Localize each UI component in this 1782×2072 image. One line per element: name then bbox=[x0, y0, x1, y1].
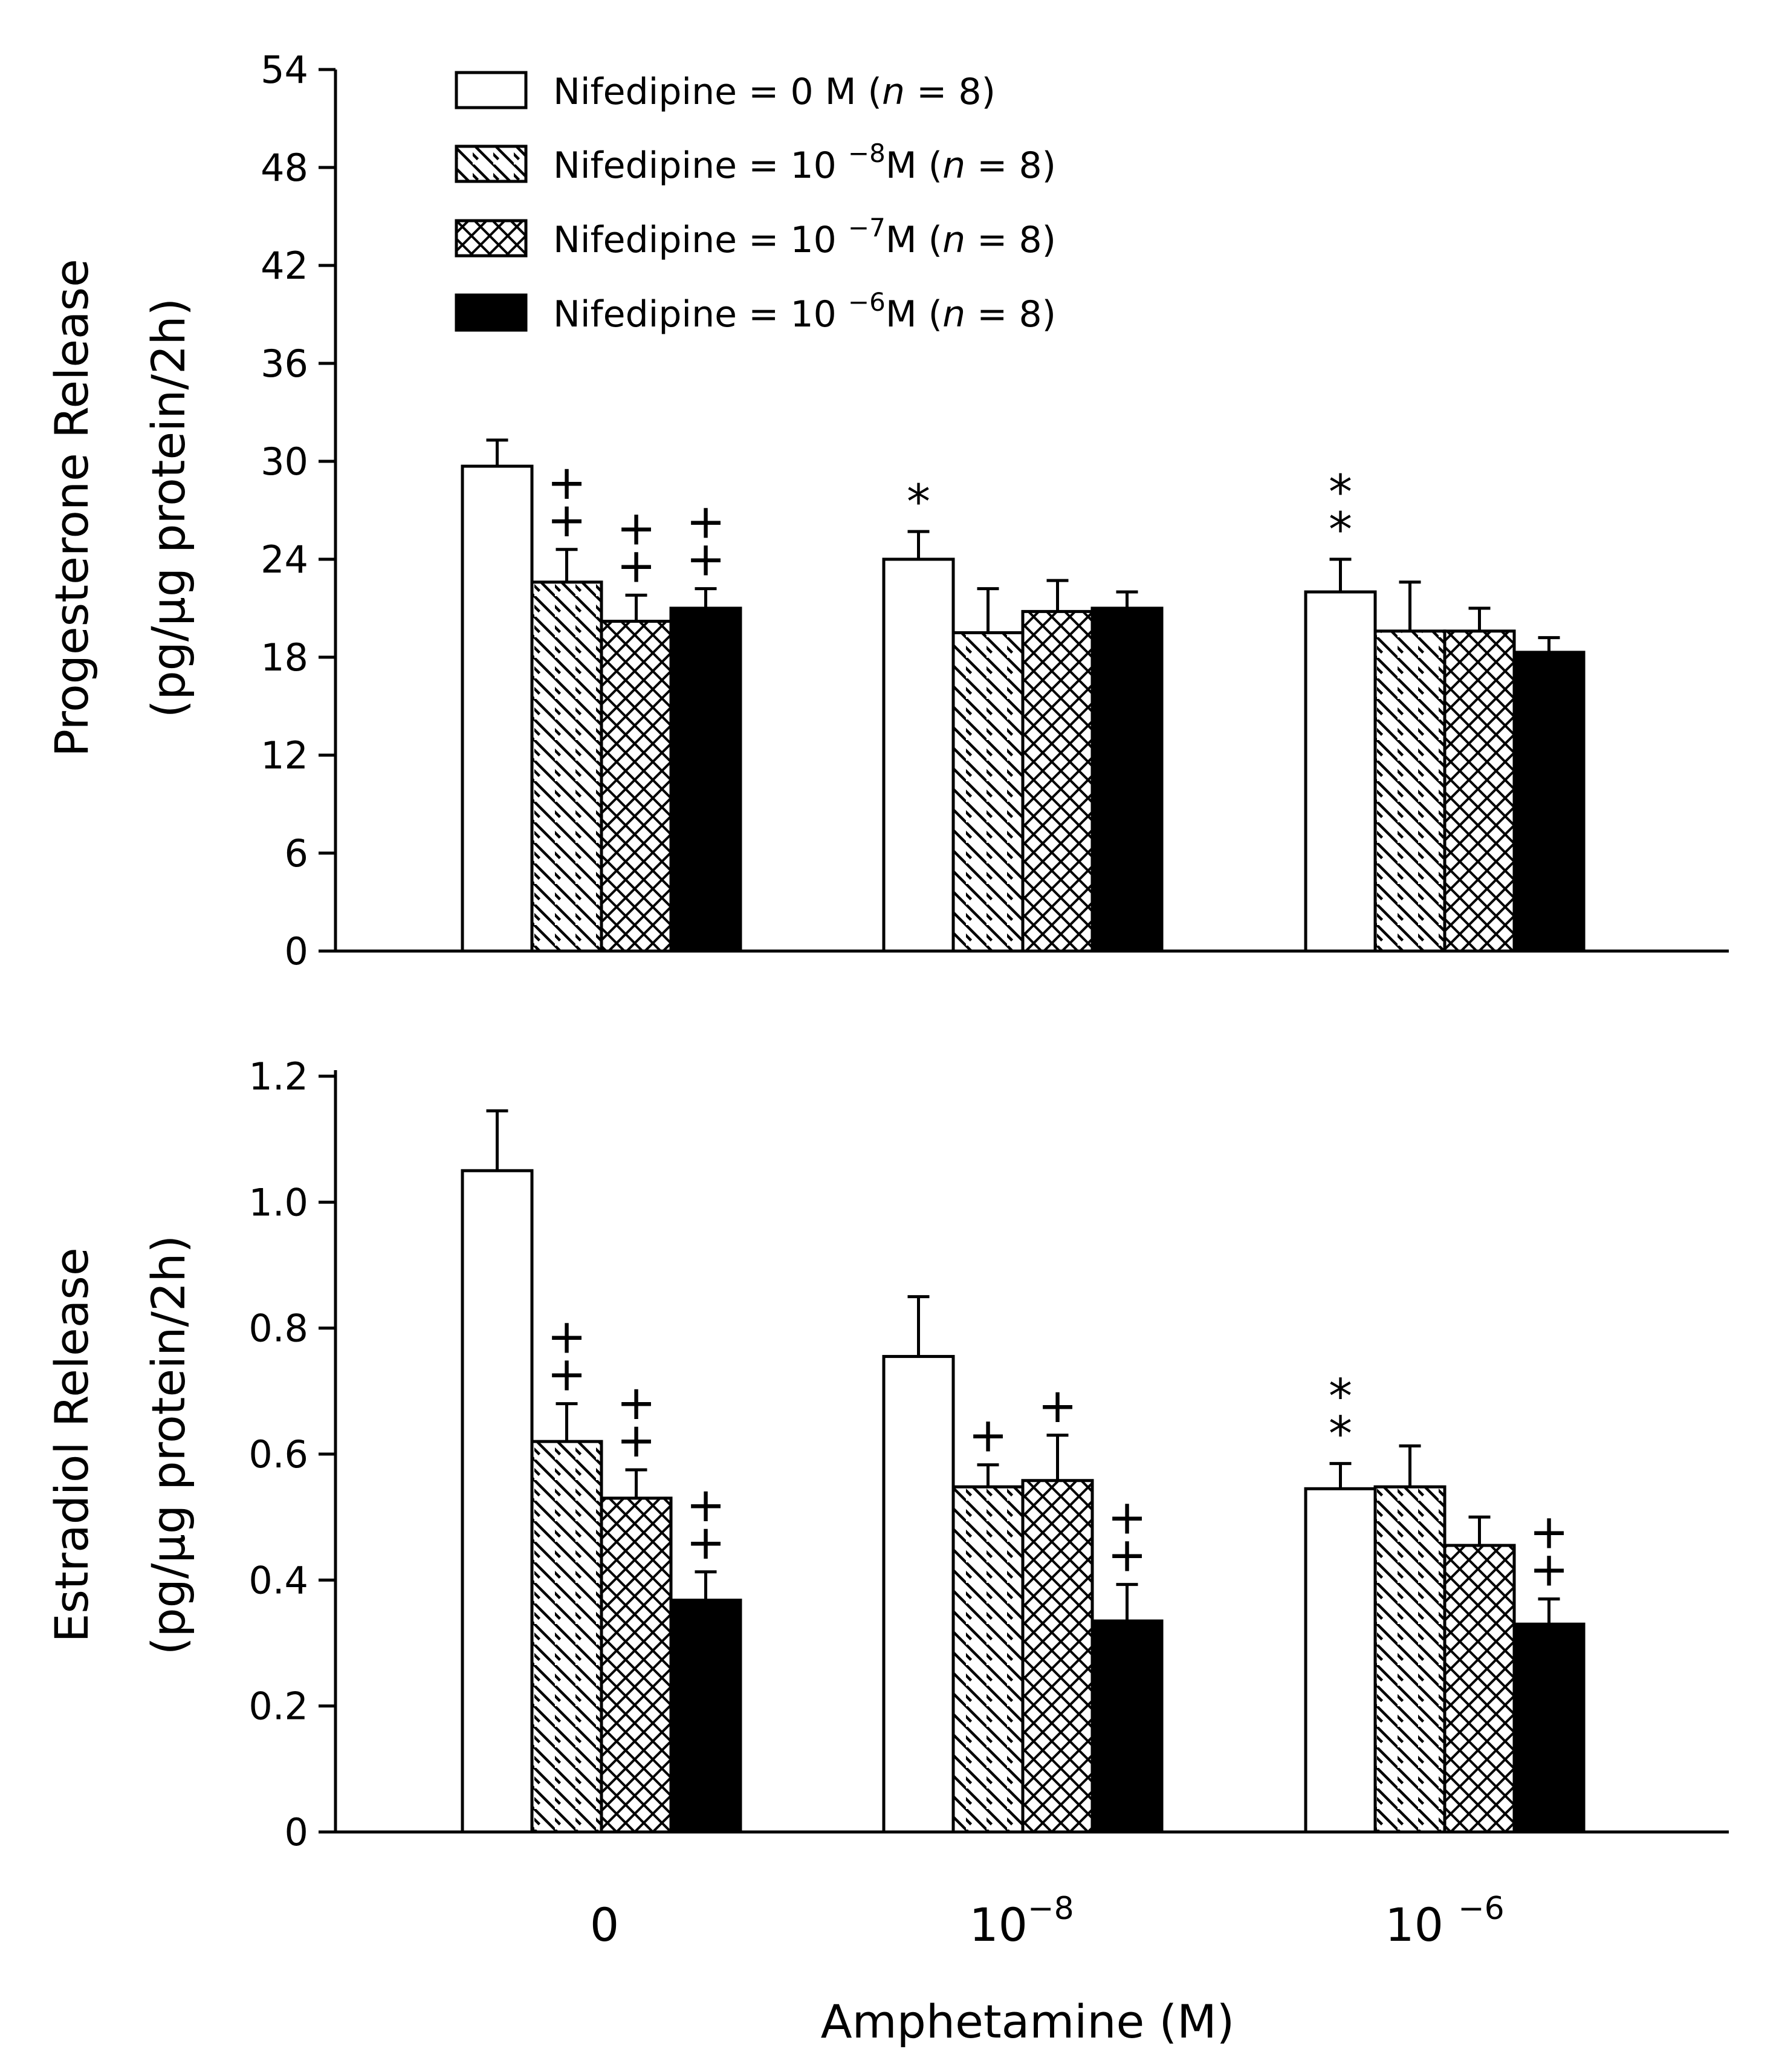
significance-plus: + bbox=[617, 539, 656, 593]
bar bbox=[951, 1485, 1025, 1834]
y-tick-label: 18 bbox=[261, 635, 308, 680]
bar bbox=[669, 1599, 742, 1834]
significance-plus: + bbox=[1107, 1491, 1147, 1545]
x-axis-category-labels: 0 10−8 10 −6 bbox=[590, 1891, 1505, 1952]
x-tick-label: 10 −6 bbox=[1385, 1891, 1505, 1952]
significance-plus: + bbox=[686, 533, 725, 587]
significance-asterisk: * bbox=[1329, 466, 1352, 520]
significance-plus: + bbox=[1107, 1528, 1147, 1583]
significance-plus: + bbox=[1038, 1379, 1077, 1434]
bar bbox=[1443, 629, 1516, 953]
bar bbox=[600, 1496, 673, 1834]
progesterone-panel: 0 6 12 18 24 30 36 42 48 54 Progesterone Release (p… bbox=[45, 48, 1729, 973]
y-tick-label: 1.0 bbox=[248, 1180, 308, 1224]
estradiol-panel: 0 0.2 0.4 0.6 0.8 1.0 1.2 Estradiol Release (pg/… bbox=[45, 1054, 1729, 1854]
bar bbox=[1090, 1619, 1164, 1834]
bar bbox=[1443, 1544, 1516, 1834]
y-axis-subtitle: (pg/μg protein/2h) bbox=[141, 298, 195, 718]
bar bbox=[530, 580, 603, 953]
y-tick-label: 0.4 bbox=[248, 1558, 308, 1602]
y-tick-label: 0 bbox=[285, 929, 308, 973]
bar bbox=[1021, 609, 1094, 953]
y-tick-label: 1.2 bbox=[248, 1054, 308, 1099]
significance-plus: + bbox=[617, 1414, 656, 1468]
significance-plus: + bbox=[547, 1348, 586, 1402]
y-tick-label: 0 bbox=[285, 1810, 308, 1854]
bar bbox=[1304, 1487, 1377, 1834]
significance-plus: + bbox=[617, 1376, 656, 1431]
significance-asterisk: * bbox=[1329, 503, 1352, 557]
bar bbox=[882, 557, 955, 953]
legend-swatch bbox=[455, 293, 528, 332]
y-tick-label: 30 bbox=[261, 440, 308, 484]
significance-plus: + bbox=[686, 495, 725, 550]
y-tick-label: 12 bbox=[261, 733, 308, 778]
significance-plus: + bbox=[1529, 1543, 1569, 1597]
bar bbox=[882, 1355, 955, 1834]
y-tick-label: 6 bbox=[285, 831, 308, 875]
y-axis-title: Estradiol Release bbox=[45, 1247, 99, 1642]
significance-plus: + bbox=[968, 1409, 1008, 1463]
y-tick-label: 36 bbox=[261, 342, 308, 386]
y-tick-label: 42 bbox=[261, 244, 308, 288]
bar bbox=[1090, 606, 1164, 953]
legend: Nifedipine = 0 M (n = 8) Nifedipine = 10 … bbox=[455, 71, 1056, 336]
bar bbox=[951, 631, 1025, 953]
bar bbox=[1304, 590, 1377, 953]
x-axis-title: Amphetamine (M) bbox=[821, 1995, 1235, 2048]
y-tick-label: 54 bbox=[261, 48, 308, 92]
significance-plus: + bbox=[686, 1516, 725, 1570]
bar bbox=[669, 606, 742, 953]
bar bbox=[461, 464, 534, 953]
significance-plus: + bbox=[1529, 1505, 1569, 1560]
bar bbox=[461, 1169, 534, 1834]
legend-swatch bbox=[455, 71, 528, 109]
legend-label: Nifedipine = 10 −7M (n = 8) bbox=[553, 213, 1056, 261]
y-tick-label: 0.8 bbox=[248, 1307, 308, 1351]
y-tick-label: 0.2 bbox=[248, 1684, 308, 1729]
legend-swatch bbox=[455, 219, 528, 258]
bar bbox=[1021, 1479, 1094, 1834]
y-tick-label: 48 bbox=[261, 146, 308, 190]
significance-plus: + bbox=[547, 493, 586, 548]
significance-asterisk: * bbox=[1329, 1408, 1352, 1462]
legend-swatch bbox=[455, 145, 528, 183]
bar bbox=[1373, 629, 1447, 953]
bar bbox=[530, 1440, 603, 1834]
significance-plus: + bbox=[547, 456, 586, 510]
bar bbox=[1512, 1622, 1586, 1834]
significance-asterisk: * bbox=[1329, 1370, 1352, 1424]
significance-asterisk: * bbox=[907, 475, 930, 530]
legend-label: Nifedipine = 10 −6M (n = 8) bbox=[553, 287, 1056, 336]
y-axis-title: Progesterone Release bbox=[45, 259, 99, 757]
x-tick-label: 10−8 bbox=[969, 1891, 1074, 1952]
y-tick-label: 0.6 bbox=[248, 1432, 308, 1476]
significance-plus: + bbox=[617, 501, 656, 556]
y-axis-subtitle: (pg/μg protein/2h) bbox=[141, 1235, 195, 1655]
y-tick-label: 24 bbox=[261, 537, 308, 582]
x-tick-label: 0 bbox=[590, 1898, 619, 1952]
bar bbox=[1512, 651, 1586, 953]
bar bbox=[600, 620, 673, 953]
legend-label: Nifedipine = 0 M (n = 8) bbox=[553, 71, 996, 113]
bar bbox=[1373, 1485, 1447, 1834]
significance-plus: + bbox=[686, 1478, 725, 1533]
legend-label: Nifedipine = 10 −8M (n = 8) bbox=[553, 138, 1056, 187]
significance-plus: + bbox=[547, 1310, 586, 1365]
